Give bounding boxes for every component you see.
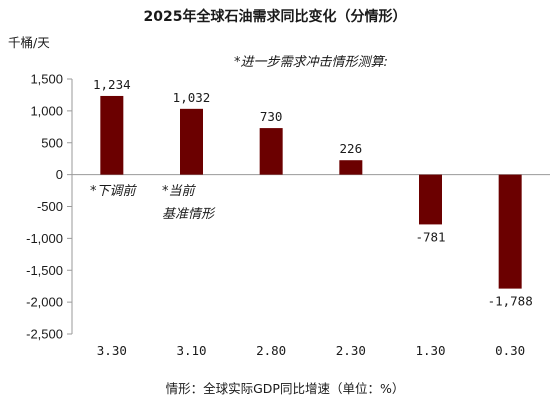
bar: [100, 95, 124, 175]
data-label: -781: [415, 229, 445, 244]
label-layer: 1,234 3.30 1,032 3.10 730 2.80 226 2.30 -781 1.30…: [93, 77, 533, 358]
x-axis-label: 情形：全球实际GDP同比增速（单位：%）: [166, 381, 405, 396]
data-label: 1,234: [93, 77, 131, 92]
y-tick-label: -2,000: [26, 295, 63, 310]
annotation-current-line2: 基准情形: [162, 207, 216, 222]
y-tick-label: -1,000: [26, 231, 63, 246]
x-tick-label: 2.30: [336, 343, 366, 358]
data-label: 226: [340, 141, 363, 156]
bar: [180, 108, 203, 175]
annotation-current-line1: *当前: [162, 184, 197, 199]
x-tick-label: 3.30: [97, 343, 127, 358]
x-tick-label: 3.10: [176, 343, 206, 358]
y-tick-label: 500: [41, 135, 63, 150]
y-tick-label: 1,500: [30, 72, 63, 87]
y-tick-label: -1,500: [26, 263, 63, 278]
bar: [419, 174, 442, 225]
y-axis-unit-label: 千桶/天: [8, 35, 50, 50]
bar: [259, 128, 283, 175]
data-label: 730: [260, 109, 283, 124]
y-tick-label: 1,000: [30, 103, 63, 118]
y-tick-label: -2,500: [26, 327, 63, 342]
bar: [498, 174, 522, 289]
x-tick-label: 0.30: [495, 343, 525, 358]
bar: [339, 160, 363, 175]
x-tick-label: 2.80: [256, 343, 286, 358]
top-annotation: *进一步需求冲击情形测算:: [234, 55, 388, 70]
y-tick-label: 0: [56, 167, 63, 182]
bar-layer: [100, 95, 522, 289]
data-label: 1,032: [173, 90, 211, 105]
chart-title: 2025年全球石油需求同比变化（分情形）: [144, 8, 407, 25]
axis-layer: 1,500 1,000 500 0 -500 -1,000 -1,500 -2,000 -2,5…: [26, 72, 550, 342]
y-tick-label: -500: [37, 199, 63, 214]
annotation-before-downgrade: *下调前: [90, 184, 138, 199]
data-label: -1,788: [488, 294, 533, 309]
x-tick-label: 1.30: [415, 343, 445, 358]
